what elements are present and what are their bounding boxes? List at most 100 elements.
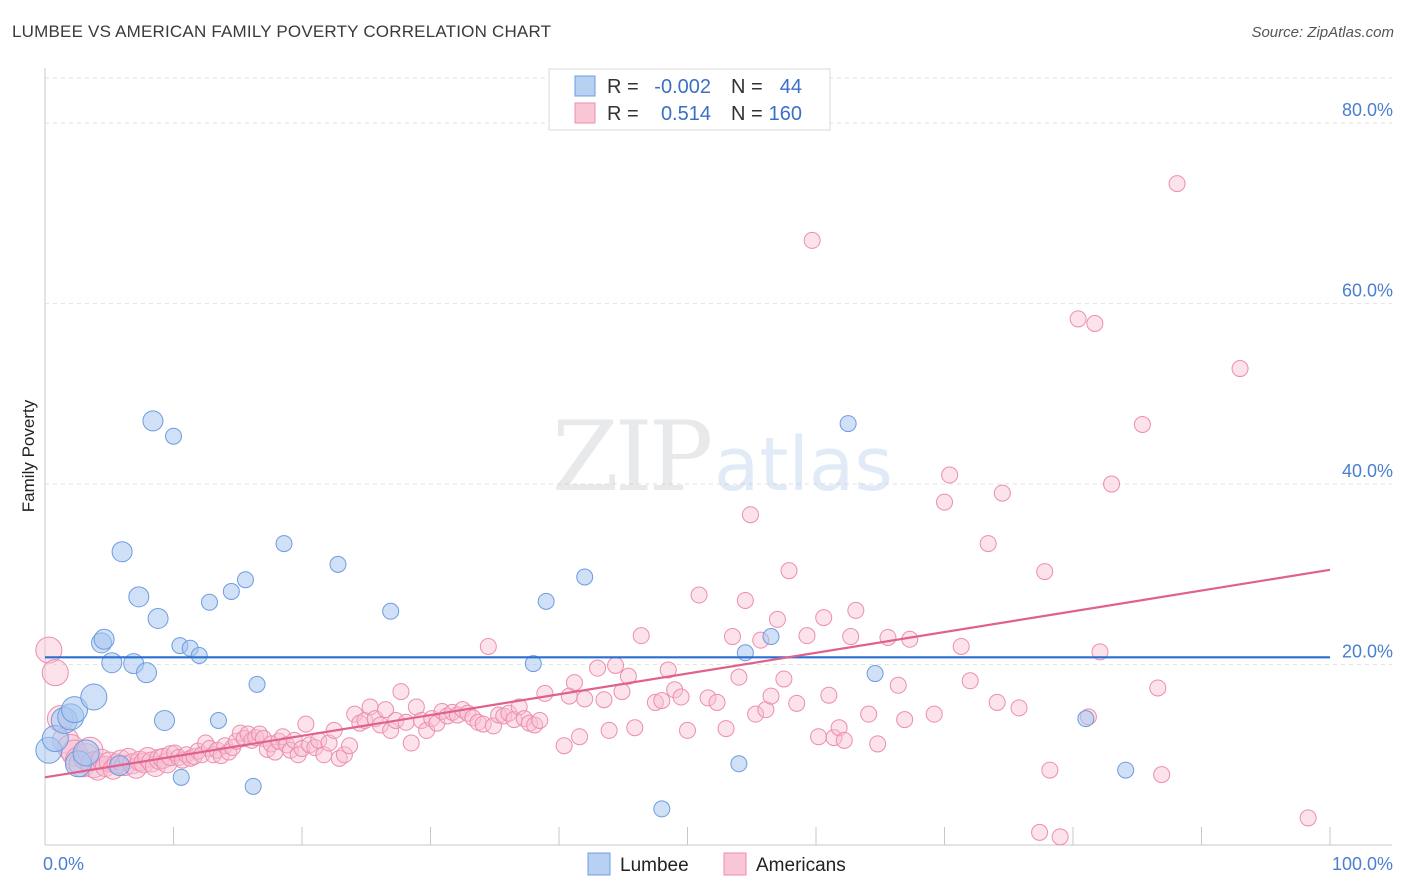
americans-point bbox=[666, 681, 684, 699]
lumbee-point bbox=[329, 555, 347, 573]
americans-point bbox=[925, 705, 943, 723]
americans-point bbox=[607, 656, 625, 674]
americans-point bbox=[646, 693, 664, 711]
americans-point bbox=[762, 687, 780, 705]
lumbee-point bbox=[128, 586, 150, 608]
lumbee-point bbox=[142, 410, 164, 432]
americans-point bbox=[1299, 809, 1317, 827]
americans-point bbox=[571, 728, 589, 746]
americans-point bbox=[730, 668, 748, 686]
americans-point bbox=[659, 661, 677, 679]
lumbee-point bbox=[190, 647, 208, 665]
legend-r-value-1: -0.002 bbox=[654, 76, 711, 98]
y-tick-labels: 20.0% 40.0% 60.0% 80.0% bbox=[1342, 100, 1393, 661]
y-tick-label: 60.0% bbox=[1342, 281, 1393, 301]
americans-point bbox=[565, 674, 583, 692]
lumbee-point bbox=[524, 655, 542, 673]
americans-point bbox=[830, 719, 848, 737]
americans-point bbox=[775, 670, 793, 688]
americans-point bbox=[301, 736, 319, 754]
americans-point bbox=[820, 686, 838, 704]
americans-point bbox=[526, 716, 544, 734]
americans-trend-line bbox=[44, 568, 1331, 779]
lumbee-point bbox=[244, 777, 262, 795]
lumbee-point bbox=[200, 593, 218, 611]
americans-point bbox=[1149, 679, 1167, 697]
americans-point bbox=[600, 721, 618, 739]
legend-n-label-1: N = bbox=[731, 76, 763, 98]
americans-point bbox=[341, 737, 359, 755]
americans-point bbox=[484, 717, 502, 735]
lumbee-point bbox=[653, 800, 671, 818]
americans-point bbox=[941, 466, 959, 484]
lumbee-point bbox=[248, 675, 266, 693]
americans-point bbox=[993, 484, 1011, 502]
americans-point bbox=[297, 715, 315, 733]
americans-point bbox=[1036, 563, 1054, 581]
watermark-zip: ZIP bbox=[552, 401, 711, 513]
lumbee-point bbox=[165, 427, 182, 445]
americans-point bbox=[1010, 699, 1028, 717]
americans-point bbox=[1086, 314, 1104, 332]
lumbee-point bbox=[576, 568, 594, 586]
americans-point bbox=[397, 713, 415, 731]
legend-r-label-2: R = bbox=[607, 103, 639, 125]
lumbee-point bbox=[93, 628, 115, 650]
axes bbox=[44, 68, 1392, 846]
americans-point bbox=[847, 601, 865, 619]
legend-r-value-2: 0.514 bbox=[661, 103, 711, 125]
americans-point bbox=[788, 694, 806, 712]
americans-point bbox=[815, 609, 833, 627]
trend-lines bbox=[44, 568, 1331, 779]
americans-point bbox=[1153, 766, 1171, 784]
lumbee-point bbox=[537, 592, 555, 610]
americans-point bbox=[490, 706, 508, 724]
americans-point bbox=[589, 659, 607, 677]
lumbee-point bbox=[762, 628, 780, 646]
americans-point bbox=[653, 692, 671, 710]
lumbee-point bbox=[111, 541, 133, 563]
americans-point bbox=[988, 693, 1006, 711]
y-tick-label: 40.0% bbox=[1342, 461, 1393, 481]
americans-point bbox=[1091, 643, 1109, 661]
legend-lumbee-swatch bbox=[587, 852, 611, 876]
lumbee-point bbox=[275, 535, 293, 553]
lumbee-point bbox=[72, 739, 100, 767]
americans-point bbox=[869, 735, 887, 753]
americans-point bbox=[835, 731, 853, 749]
americans-point bbox=[474, 715, 492, 733]
americans-point bbox=[1051, 828, 1069, 846]
americans-point bbox=[672, 688, 690, 706]
americans-point bbox=[741, 506, 759, 524]
americans-point bbox=[952, 637, 970, 655]
americans-point bbox=[1103, 475, 1121, 493]
americans-point bbox=[320, 734, 338, 752]
americans-point bbox=[842, 628, 860, 646]
americans-point bbox=[377, 701, 395, 719]
lumbee-swatch bbox=[574, 75, 596, 97]
y-axis-label: Family Poverty bbox=[19, 399, 38, 512]
americans-point bbox=[1168, 175, 1186, 193]
americans-point bbox=[768, 610, 786, 628]
lumbee-point bbox=[61, 696, 89, 724]
lumbee-point bbox=[172, 768, 190, 786]
americans-point bbox=[798, 627, 816, 645]
americans-point bbox=[1231, 360, 1249, 378]
americans-point bbox=[979, 535, 997, 553]
legend-box bbox=[548, 68, 831, 131]
lumbee-point bbox=[101, 652, 123, 674]
lumbee-point bbox=[236, 571, 254, 589]
americans-point bbox=[555, 737, 573, 755]
americans-point bbox=[35, 636, 63, 664]
source-label: Source: ZipAtlas.com bbox=[1251, 24, 1394, 41]
x-tick-labels: 0.0% 100.0% bbox=[43, 854, 1393, 874]
americans-point bbox=[825, 729, 843, 747]
legend-americans-label: Americans bbox=[756, 855, 846, 876]
y-tick-label: 20.0% bbox=[1342, 642, 1393, 662]
americans-point bbox=[335, 746, 353, 764]
americans-point bbox=[723, 628, 741, 646]
lumbee-point bbox=[80, 683, 108, 711]
americans-point bbox=[699, 689, 717, 707]
legend-r-label-1: R = bbox=[607, 76, 639, 98]
